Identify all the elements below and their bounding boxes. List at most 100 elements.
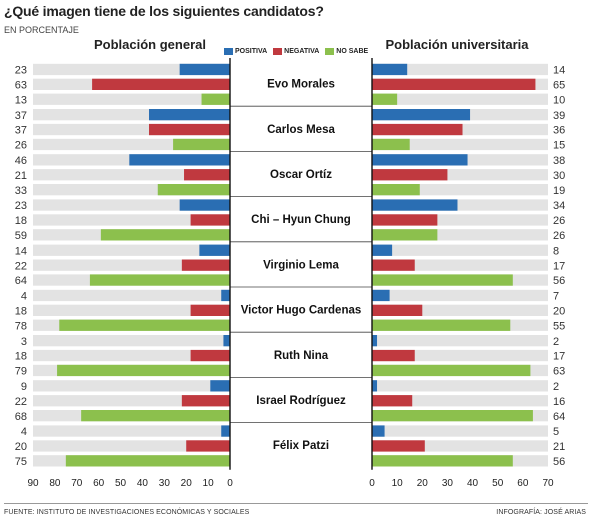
right-value-label: 21 [553,441,565,453]
left-bar-no-sabe [57,364,231,377]
left-row-background [33,395,230,407]
legend: POSITIVA NEGATIVA NO SABE [224,48,368,55]
candidate-name-chi-hyun-chung: Chi – Hyun Chung [251,214,351,226]
right-value-label: 30 [553,170,565,182]
right-bar-negativa [372,214,438,226]
left-value-label: 23 [15,65,27,77]
legend-label-no-sabe: NO SABE [336,48,369,55]
right-panel-title: Población universitaria [385,37,529,52]
right-row-background [372,425,548,437]
left-row-background [33,304,230,316]
right-bar-positiva [372,425,385,437]
left-row-background [33,123,230,136]
left-row-background [33,169,230,181]
left-value-label: 64 [15,275,27,287]
right-x-tick-label: 30 [442,478,454,489]
right-row-background [372,395,548,407]
left-row-background [33,425,230,437]
footer-source: FUENTE: INSTITUTO DE INVESTIGACIONES ECO… [4,509,250,516]
right-x-tick-label: 50 [492,478,504,489]
right-value-label: 26 [553,215,565,227]
right-bar-negativa [372,123,463,136]
right-value-label: 19 [553,185,565,197]
right-bar-negativa [372,259,415,271]
left-value-label: 37 [15,125,27,137]
right-value-label: 14 [553,65,565,77]
left-value-label: 79 [15,366,27,378]
left-value-label: 18 [15,215,27,227]
right-value-label: 15 [553,140,565,152]
right-bar-positiva [372,199,458,211]
right-value-label: 2 [553,336,559,348]
left-bar-negativa [181,259,230,271]
right-value-label: 7 [553,291,559,303]
legend-label-negativa: NEGATIVA [284,48,320,55]
left-value-label: 9 [21,381,27,393]
candidate-name-evo-morales: Evo Morales [267,79,335,91]
left-bar-no-sabe [59,319,231,331]
left-x-tick-label: 20 [181,478,193,489]
chart-title: ¿Qué imagen tiene de los siguientes cand… [4,3,324,19]
left-x-tick-label: 80 [49,478,61,489]
left-row-background [33,184,230,196]
right-row-background [372,214,548,226]
right-value-label: 5 [553,426,559,438]
right-value-label: 8 [553,245,559,257]
candidate-name-victor-hugo-cardenas: Victor Hugo Cardenas [241,305,362,317]
left-bar-negativa [184,169,230,181]
left-value-label: 22 [15,396,27,408]
candidate-name-ruth-nina: Ruth Nina [274,350,329,362]
right-row-background [372,199,548,211]
left-x-tick-label: 70 [71,478,83,489]
right-bar-negativa [372,169,448,181]
right-value-label: 16 [553,396,565,408]
left-value-label: 59 [15,230,27,242]
right-row-background [372,304,548,316]
right-x-tick-label: 40 [467,478,479,489]
footer-credit: INFOGRAFÍA: JOSÉ ARIAS [496,509,586,516]
left-bar-no-sabe [100,229,230,241]
right-row-background [372,380,548,392]
right-row-background [372,259,548,271]
right-bar-no-sabe [372,93,398,105]
right-value-label: 55 [553,320,565,332]
left-bar-no-sabe [81,410,231,422]
left-row-background [33,214,230,226]
right-bar-negativa [372,440,425,452]
left-value-label: 3 [21,336,27,348]
left-bar-no-sabe [157,184,230,196]
left-row-background [33,199,230,211]
right-bar-negativa [372,304,423,316]
right-bar-no-sabe [372,184,420,196]
chart-subtitle: EN PORCENTAJE [4,25,79,35]
right-bar-no-sabe [372,364,531,377]
footer-rule [4,503,588,504]
left-bar-no-sabe [173,138,230,151]
legend-swatch-no-sabe [325,48,335,55]
left-row-background [33,244,230,256]
right-value-label: 64 [553,411,565,423]
right-row-background [372,440,548,452]
right-value-label: 36 [553,125,565,137]
right-value-label: 56 [553,456,565,468]
right-value-label: 56 [553,275,565,287]
left-bar-no-sabe [201,93,230,105]
left-value-label: 18 [15,306,27,318]
left-x-tick-label: 30 [159,478,171,489]
right-bar-positiva [372,109,471,121]
left-value-label: 14 [15,245,27,257]
left-x-tick-label: 40 [137,478,149,489]
right-bar-positiva [372,289,390,302]
left-bar-positiva [149,109,230,121]
left-bar-positiva [223,335,230,347]
right-row-background [372,169,548,181]
right-bar-negativa [372,78,536,90]
right-x-tick-label: 10 [392,478,404,489]
left-x-tick-label: 50 [115,478,127,489]
left-bar-positiva [129,154,230,166]
left-value-label: 13 [15,94,27,106]
right-x-tick-label: 0 [369,478,375,489]
left-row-background [33,93,230,105]
right-row-background [372,138,548,151]
right-row-background [372,63,548,76]
